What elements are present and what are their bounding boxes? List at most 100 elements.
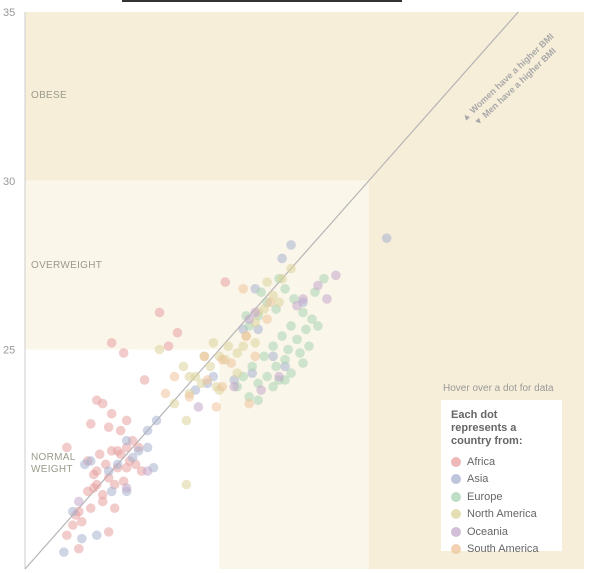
country-dot[interactable] xyxy=(229,382,239,392)
country-dot[interactable] xyxy=(223,341,233,351)
country-dot[interactable] xyxy=(122,483,132,493)
country-dot[interactable] xyxy=(277,331,287,341)
country-dot[interactable] xyxy=(95,449,105,459)
country-dot[interactable] xyxy=(244,399,254,409)
country-dot[interactable] xyxy=(173,328,183,338)
country-dot[interactable] xyxy=(104,527,114,537)
country-dot[interactable] xyxy=(322,294,332,304)
country-dot[interactable] xyxy=(274,372,284,382)
country-dot[interactable] xyxy=(59,547,69,557)
country-dot[interactable] xyxy=(280,284,290,294)
country-dot[interactable] xyxy=(68,520,78,530)
country-dot[interactable] xyxy=(179,362,189,372)
country-dot[interactable] xyxy=(107,409,117,419)
country-dot[interactable] xyxy=(271,362,281,372)
country-dot[interactable] xyxy=(256,385,266,395)
country-dot[interactable] xyxy=(185,392,195,402)
country-dot[interactable] xyxy=(301,325,311,335)
country-dot[interactable] xyxy=(280,355,290,365)
country-dot[interactable] xyxy=(161,389,171,399)
country-dot[interactable] xyxy=(194,402,204,412)
country-dot[interactable] xyxy=(253,395,263,405)
country-dot[interactable] xyxy=(212,402,222,412)
country-dot[interactable] xyxy=(277,274,287,284)
country-dot[interactable] xyxy=(286,240,296,250)
country-dot[interactable] xyxy=(200,352,210,362)
country-dot[interactable] xyxy=(277,254,287,264)
country-dot[interactable] xyxy=(122,463,132,473)
country-dot[interactable] xyxy=(104,466,114,476)
country-dot[interactable] xyxy=(220,277,230,287)
country-dot[interactable] xyxy=(86,503,96,513)
country-dot[interactable] xyxy=(286,264,296,274)
country-dot[interactable] xyxy=(170,399,180,409)
country-dot[interactable] xyxy=(107,338,117,348)
country-dot[interactable] xyxy=(298,358,308,368)
country-dot[interactable] xyxy=(122,436,132,446)
country-dot[interactable] xyxy=(182,416,192,426)
country-dot[interactable] xyxy=(238,284,248,294)
country-dot[interactable] xyxy=(68,507,78,517)
country-dot[interactable] xyxy=(152,416,162,426)
country-dot[interactable] xyxy=(262,314,272,324)
country-dot[interactable] xyxy=(304,341,314,351)
country-dot[interactable] xyxy=(382,233,392,243)
country-dot[interactable] xyxy=(122,416,132,426)
country-dot[interactable] xyxy=(206,362,216,372)
country-dot[interactable] xyxy=(155,345,165,355)
country-dot[interactable] xyxy=(143,443,153,453)
country-dot[interactable] xyxy=(209,338,219,348)
country-dot[interactable] xyxy=(203,375,213,385)
country-dot[interactable] xyxy=(250,338,260,348)
country-dot[interactable] xyxy=(62,443,72,453)
country-dot[interactable] xyxy=(86,419,96,429)
country-dot[interactable] xyxy=(110,503,120,513)
country-dot[interactable] xyxy=(113,460,123,470)
country-dot[interactable] xyxy=(265,298,275,308)
country-dot[interactable] xyxy=(74,544,84,554)
country-dot[interactable] xyxy=(143,426,153,436)
country-dot[interactable] xyxy=(155,308,165,318)
country-dot[interactable] xyxy=(259,352,269,362)
country-dot[interactable] xyxy=(331,271,341,281)
country-dot[interactable] xyxy=(185,372,195,382)
country-dot[interactable] xyxy=(104,422,114,432)
country-dot[interactable] xyxy=(164,341,174,351)
country-dot[interactable] xyxy=(182,480,192,490)
country-dot[interactable] xyxy=(226,358,236,368)
country-dot[interactable] xyxy=(89,483,99,493)
country-dot[interactable] xyxy=(119,348,129,358)
country-dot[interactable] xyxy=(283,345,293,355)
country-dot[interactable] xyxy=(128,453,138,463)
country-dot[interactable] xyxy=(217,355,227,365)
country-dot[interactable] xyxy=(92,466,102,476)
country-dot[interactable] xyxy=(143,466,153,476)
country-dot[interactable] xyxy=(256,287,266,297)
country-dot[interactable] xyxy=(107,487,117,497)
country-dot[interactable] xyxy=(170,372,180,382)
country-dot[interactable] xyxy=(250,352,260,362)
country-dot[interactable] xyxy=(62,530,72,540)
country-dot[interactable] xyxy=(244,314,254,324)
country-dot[interactable] xyxy=(268,352,278,362)
country-dot[interactable] xyxy=(262,372,272,382)
country-dot[interactable] xyxy=(274,298,284,308)
country-dot[interactable] xyxy=(217,382,227,392)
country-dot[interactable] xyxy=(238,341,248,351)
country-dot[interactable] xyxy=(241,331,251,341)
country-dot[interactable] xyxy=(113,446,123,456)
country-dot[interactable] xyxy=(98,490,108,500)
country-dot[interactable] xyxy=(292,335,302,345)
country-dot[interactable] xyxy=(247,362,257,372)
country-dot[interactable] xyxy=(140,375,150,385)
country-dot[interactable] xyxy=(262,277,272,287)
country-dot[interactable] xyxy=(74,497,84,507)
country-dot[interactable] xyxy=(77,534,87,544)
country-dot[interactable] xyxy=(116,426,126,436)
country-dot[interactable] xyxy=(98,399,108,409)
country-dot[interactable] xyxy=(295,348,305,358)
country-dot[interactable] xyxy=(268,341,278,351)
country-dot[interactable] xyxy=(298,294,308,304)
country-dot[interactable] xyxy=(86,456,96,466)
country-dot[interactable] xyxy=(313,321,323,331)
